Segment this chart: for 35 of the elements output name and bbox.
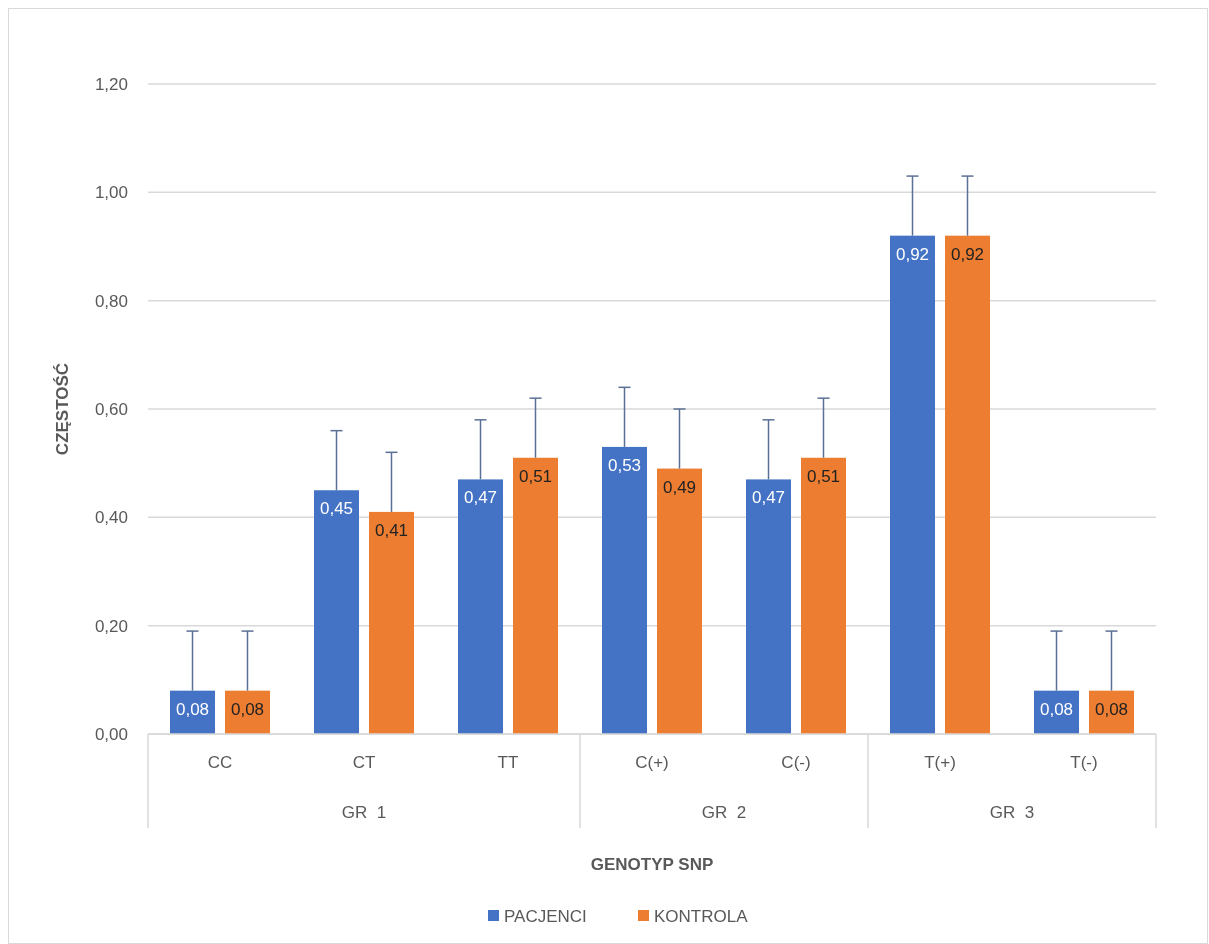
data-label: 0,47 (463, 488, 498, 508)
y-tick-label: 0,20 (94, 616, 128, 636)
x-tick-label: CT (352, 753, 376, 772)
y-tick-label: 0,00 (94, 725, 128, 744)
x-axis-title: GENOTYP SNP (590, 855, 714, 874)
data-label: 0,08 (230, 699, 265, 719)
y-tick-label: 0,60 (94, 400, 128, 419)
x-tick-label: TT (497, 753, 519, 772)
text: GR 2 (701, 803, 747, 822)
x-tick-label: T(+) (924, 753, 956, 772)
data-label: 0,92 (950, 244, 985, 264)
y-tick-label: 1,00 (94, 183, 128, 203)
data-label: 0,08 (1094, 699, 1129, 719)
data-label: 0,45 (319, 499, 354, 519)
y-tick-label: 1,20 (94, 75, 128, 94)
data-label: 0,51 (806, 466, 841, 486)
y-axis-title: CZĘSTOŚĆ (53, 362, 72, 456)
data-label: 0,92 (895, 244, 930, 264)
legend-label: KONTROLA (654, 907, 749, 926)
x-tick-label: C(-) (781, 753, 811, 772)
data-label: 0,08 (1039, 699, 1074, 719)
text: GR 1 (341, 803, 387, 822)
data-label: 0,51 (518, 466, 553, 486)
x-tick-label: CC (207, 753, 233, 772)
x-tick-label: T(-) (1070, 753, 1098, 772)
x-tick-label: C(+) (635, 753, 669, 772)
text: GR 3 (989, 803, 1035, 822)
data-label: 0,53 (607, 455, 642, 475)
data-label: 0,47 (751, 488, 786, 508)
y-tick-label: 0,40 (94, 508, 128, 528)
data-label: 0,49 (662, 477, 697, 497)
data-label: 0,08 (175, 699, 210, 719)
data-label: 0,41 (374, 520, 409, 540)
y-tick-label: 0,80 (94, 291, 128, 311)
legend-label: PACJENCI (504, 907, 587, 926)
